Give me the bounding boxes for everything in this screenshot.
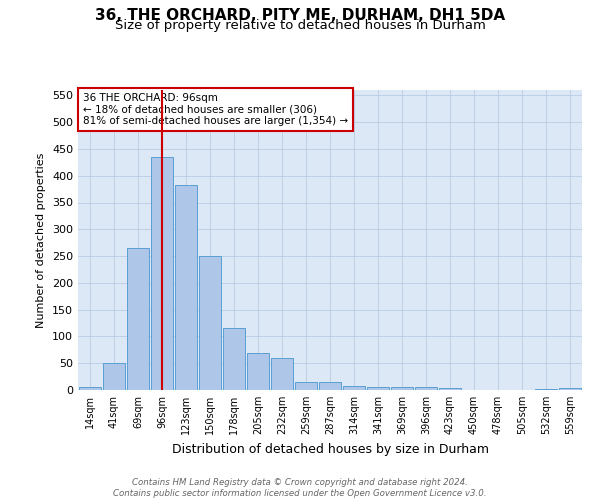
Bar: [535, 389, 557, 390]
Bar: [247, 352, 269, 390]
Bar: [415, 387, 437, 390]
Bar: [391, 387, 413, 390]
Bar: [79, 388, 101, 390]
Bar: [127, 248, 149, 390]
Bar: [439, 388, 461, 390]
Text: Distribution of detached houses by size in Durham: Distribution of detached houses by size …: [172, 442, 488, 456]
Bar: [295, 382, 317, 390]
Text: 36 THE ORCHARD: 96sqm
← 18% of detached houses are smaller (306)
81% of semi-det: 36 THE ORCHARD: 96sqm ← 18% of detached …: [83, 93, 348, 126]
Bar: [199, 256, 221, 390]
Text: 36, THE ORCHARD, PITY ME, DURHAM, DH1 5DA: 36, THE ORCHARD, PITY ME, DURHAM, DH1 5D…: [95, 8, 505, 22]
Text: Contains HM Land Registry data © Crown copyright and database right 2024.
Contai: Contains HM Land Registry data © Crown c…: [113, 478, 487, 498]
Bar: [343, 386, 365, 390]
Bar: [367, 387, 389, 390]
Bar: [319, 382, 341, 390]
Text: Size of property relative to detached houses in Durham: Size of property relative to detached ho…: [115, 18, 485, 32]
Bar: [223, 328, 245, 390]
Bar: [151, 157, 173, 390]
Bar: [271, 358, 293, 390]
Y-axis label: Number of detached properties: Number of detached properties: [37, 152, 46, 328]
Bar: [103, 363, 125, 390]
Bar: [175, 185, 197, 390]
Bar: [559, 388, 581, 390]
